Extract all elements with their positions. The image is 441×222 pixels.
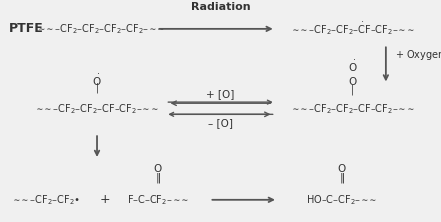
Text: $\dot{\mathrm{O}}$: $\dot{\mathrm{O}}$ [348,59,358,74]
Text: O: O [154,164,162,174]
Text: $\mathtt{\sim\!\sim}$–CF$_2$–CF$_2$$\bullet$: $\mathtt{\sim\!\sim}$–CF$_2$–CF$_2$$\bul… [12,193,80,207]
Text: HO–C–CF$_2$–$\mathtt{\sim\!\sim}$: HO–C–CF$_2$–$\mathtt{\sim\!\sim}$ [306,193,377,207]
Text: +: + [100,193,110,206]
Text: PTFE: PTFE [9,22,44,35]
Text: $\mathtt{\sim\!\sim}$–CF$_2$–CF$_2$–$\dot{\mathrm{C}}$F–CF$_2$–$\mathtt{\sim\!\s: $\mathtt{\sim\!\sim}$–CF$_2$–CF$_2$–$\do… [291,20,415,37]
Text: + Oxygen (O$_2$): + Oxygen (O$_2$) [395,48,441,63]
Text: $\mathtt{\sim\!\sim}$–CF$_2$–CF$_2$–CF–CF$_2$–$\mathtt{\sim\!\sim}$: $\mathtt{\sim\!\sim}$–CF$_2$–CF$_2$–CF–C… [291,102,415,116]
Text: – [O]: – [O] [208,118,233,128]
Text: F–C–CF$_2$–$\mathtt{\sim\!\sim}$: F–C–CF$_2$–$\mathtt{\sim\!\sim}$ [127,193,189,207]
Text: ‖: ‖ [155,172,161,183]
Text: O: O [349,77,357,87]
Text: $\dot{\mathrm{O}}$: $\dot{\mathrm{O}}$ [92,72,102,87]
Text: |: | [351,85,355,95]
Text: $\mathtt{\sim\!\sim}$–CF$_2$–CF$_2$–CF$_2$–CF$_2$–$\mathtt{\sim\!\sim}$: $\mathtt{\sim\!\sim}$–CF$_2$–CF$_2$–CF$_… [37,22,165,36]
Text: |: | [95,82,99,93]
Text: Radiation: Radiation [191,2,250,12]
Text: ‖: ‖ [339,172,344,183]
Text: + [O]: + [O] [206,89,235,99]
Text: $\mathtt{\sim\!\sim}$–CF$_2$–CF$_2$–CF–CF$_2$–$\mathtt{\sim\!\sim}$: $\mathtt{\sim\!\sim}$–CF$_2$–CF$_2$–CF–C… [35,102,159,116]
Text: O: O [338,164,346,174]
